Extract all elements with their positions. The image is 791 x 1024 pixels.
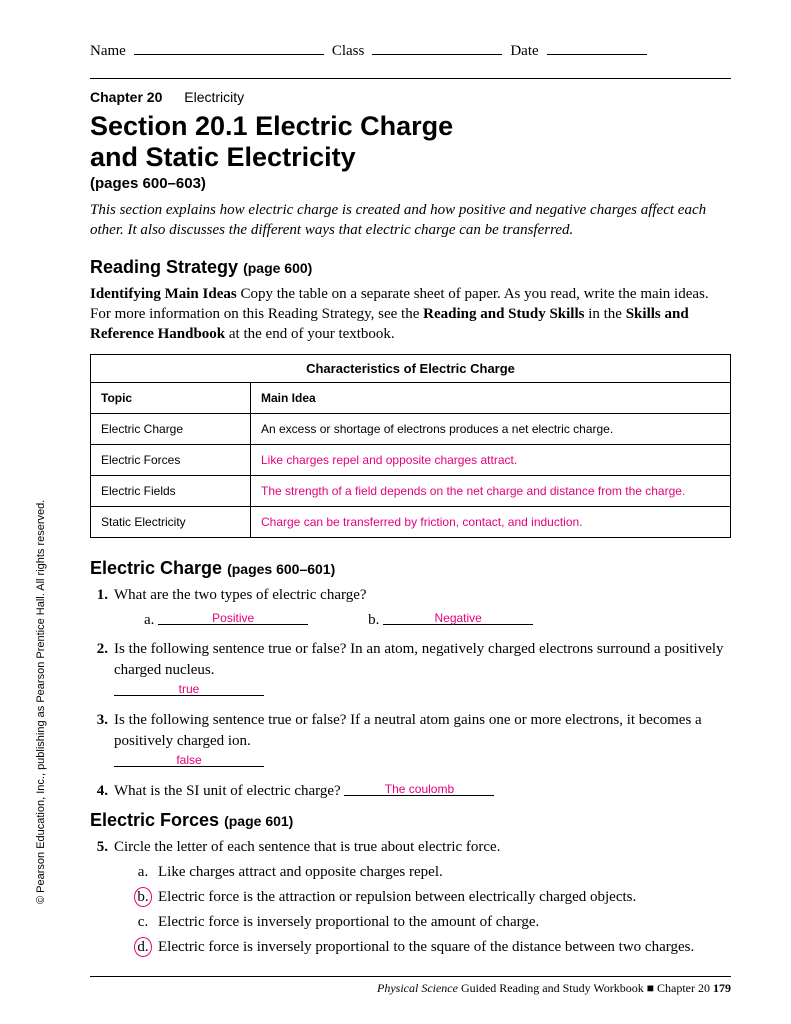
q2-num: 2. — [90, 639, 108, 702]
table-row: Electric ChargeAn excess or shortage of … — [91, 414, 731, 445]
row-idea: Charge can be transferred by friction, c… — [251, 507, 731, 538]
ec-heading-text: Electric Charge — [90, 558, 222, 578]
copyright-text: © Pearson Education, Inc., publishing as… — [35, 500, 47, 904]
choice-letter-circled: b. — [134, 887, 152, 907]
electric-forces-heading: Electric Forces (page 601) — [90, 810, 731, 831]
choice-item[interactable]: a. Like charges attract and opposite char… — [134, 862, 731, 883]
q4-answer[interactable]: The coulomb — [344, 783, 494, 796]
choice-item[interactable]: c. Electric force is inversely proportion… — [134, 912, 731, 933]
chapter-line: Chapter 20 Electricity — [90, 89, 731, 105]
q3-num: 3. — [90, 710, 108, 773]
table-row: Static ElectricityCharge can be transfer… — [91, 507, 731, 538]
date-label: Date — [510, 43, 538, 60]
name-label: Name — [90, 43, 126, 60]
footer: Physical Science Guided Reading and Stud… — [90, 976, 731, 996]
ef-heading-sub: (page 601) — [224, 813, 293, 829]
q1-text: What are the two types of electric charg… — [114, 587, 367, 603]
q5-num: 5. — [90, 837, 108, 962]
choice-item[interactable]: d. Electric force is inversely proportion… — [134, 937, 731, 958]
row-idea: Like charges repel and opposite charges … — [251, 445, 731, 476]
choice-text: Electric force is inversely proportional… — [158, 937, 694, 958]
q1-num: 1. — [90, 585, 108, 631]
q3-answer[interactable]: false — [114, 754, 264, 767]
chapter-topic: Electricity — [184, 89, 244, 105]
q4-num: 4. — [90, 781, 108, 802]
footer-page: 179 — [713, 981, 731, 995]
ec-heading-sub: (pages 600–601) — [227, 561, 335, 577]
title-line1: Section 20.1 Electric Charge — [90, 111, 453, 141]
question-3: 3. Is the following sentence true or fal… — [90, 710, 731, 773]
th-idea: Main Idea — [251, 383, 731, 414]
footer-mid: Guided Reading and Study Workbook ■ Chap… — [458, 981, 713, 995]
choice-letter-circled: d. — [134, 937, 152, 957]
q3-text: Is the following sentence true or false?… — [114, 712, 702, 749]
reading-strategy-body: Identifying Main Ideas Copy the table on… — [90, 284, 731, 345]
table-row: Electric ForcesLike charges repel and op… — [91, 445, 731, 476]
row-topic: Electric Charge — [91, 414, 251, 445]
ef-heading-text: Electric Forces — [90, 810, 219, 830]
q1-a: a. Positive — [144, 610, 308, 631]
class-label: Class — [332, 43, 365, 60]
top-divider — [90, 78, 731, 79]
date-blank[interactable] — [547, 40, 647, 55]
choice-letter: c. — [134, 912, 152, 933]
q1-a-answer[interactable]: Positive — [158, 612, 308, 625]
characteristics-table: Characteristics of Electric Charge Topic… — [90, 354, 731, 538]
question-2: 2. Is the following sentence true or fal… — [90, 639, 731, 702]
table-caption: Characteristics of Electric Charge — [90, 354, 731, 382]
rs-heading-text: Reading Strategy — [90, 257, 238, 277]
section-intro: This section explains how electric charg… — [90, 200, 731, 241]
rs-lead: Identifying Main Ideas — [90, 286, 237, 302]
header-fields: Name Class Date — [90, 40, 731, 60]
row-idea: The strength of a field depends on the n… — [251, 476, 731, 507]
row-topic: Static Electricity — [91, 507, 251, 538]
section-title: Section 20.1 Electric Charge and Static … — [90, 111, 731, 173]
question-4: 4. What is the SI unit of electric charg… — [90, 781, 731, 802]
rs-t3: at the end of your textbook. — [225, 326, 395, 342]
q1-b-answer[interactable]: Negative — [383, 612, 533, 625]
name-blank[interactable] — [134, 40, 324, 55]
table-row: Electric FieldsThe strength of a field d… — [91, 476, 731, 507]
choice-letter: a. — [134, 862, 152, 883]
th-topic: Topic — [91, 383, 251, 414]
choice-item[interactable]: b. Electric force is the attraction or re… — [134, 887, 731, 908]
rs-t2: in the — [584, 306, 625, 322]
reading-strategy-heading: Reading Strategy (page 600) — [90, 257, 731, 278]
row-topic: Electric Forces — [91, 445, 251, 476]
chapter-number: Chapter 20 — [90, 89, 162, 105]
q2-text: Is the following sentence true or false?… — [114, 641, 724, 678]
pages-range: (pages 600–603) — [90, 175, 731, 192]
choice-text: Like charges attract and opposite charge… — [158, 862, 443, 883]
q1-a-label: a. — [144, 612, 154, 628]
class-blank[interactable] — [372, 40, 502, 55]
q1-b-label: b. — [368, 612, 379, 628]
q2-answer[interactable]: true — [114, 683, 264, 696]
q4-text: What is the SI unit of electric charge? — [114, 783, 344, 799]
footer-italic: Physical Science — [377, 981, 458, 995]
rs-b1: Reading and Study Skills — [423, 306, 584, 322]
title-line2: and Static Electricity — [90, 142, 356, 172]
question-5: 5. Circle the letter of each sentence th… — [90, 837, 731, 962]
question-1: 1. What are the two types of electric ch… — [90, 585, 731, 631]
choice-text: Electric force is the attraction or repu… — [158, 887, 636, 908]
rs-heading-sub: (page 600) — [243, 260, 312, 276]
row-idea: An excess or shortage of electrons produ… — [251, 414, 731, 445]
electric-charge-heading: Electric Charge (pages 600–601) — [90, 558, 731, 579]
q5-text: Circle the letter of each sentence that … — [114, 839, 500, 855]
row-topic: Electric Fields — [91, 476, 251, 507]
choice-text: Electric force is inversely proportional… — [158, 912, 539, 933]
q1-b: b. Negative — [368, 610, 533, 631]
